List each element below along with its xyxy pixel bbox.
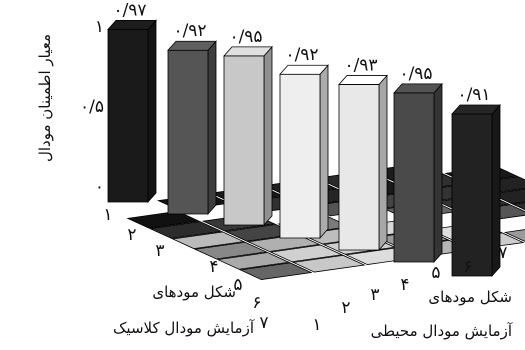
- floor-cell-2-1: [126, 210, 201, 229]
- bar-side-1: [147, 19, 157, 204]
- y-axis-label-line2: آزمایش مودال محیطی: [371, 322, 513, 340]
- x-tick-4: ۴: [209, 257, 218, 277]
- floor-cell-6-1: [216, 252, 291, 270]
- bar-5: [338, 84, 380, 251]
- value-label-2: ۰/۹۲: [173, 21, 206, 41]
- y-tick-3: ۳: [370, 285, 379, 305]
- y-tick-4: ۴: [400, 275, 409, 295]
- z-tick-0.5: ۰/۵: [80, 97, 104, 117]
- bar-side-3: [263, 45, 273, 227]
- floor-cell-6-2: [269, 244, 344, 263]
- floor-cell-7-2: [291, 254, 366, 273]
- bar-top-2: [167, 40, 217, 51]
- z-axis-label: معیار اطمینان مودال: [36, 34, 54, 162]
- bar-top-3: [223, 46, 273, 57]
- x-tick-5: ۵: [233, 275, 242, 295]
- value-label-7: ۰/۹۱: [457, 85, 490, 105]
- floor-cell-7-1: [238, 262, 313, 280]
- bar-top-1: [107, 19, 157, 30]
- x-tick-6: ۶: [252, 293, 261, 313]
- x-tick-1: ۱: [103, 205, 112, 225]
- value-label-1: ۰/۹۷: [113, 0, 146, 20]
- bar-4: [279, 73, 321, 239]
- bar-top-7: [451, 104, 501, 115]
- floor-cell-4-7: [489, 188, 525, 205]
- floor-cell-7-6: [503, 229, 525, 242]
- y-tick-2: ۲: [341, 298, 350, 318]
- floor-cell-3-1: [148, 221, 223, 239]
- bar-side-2: [207, 40, 217, 216]
- bar-7: [451, 113, 493, 277]
- value-label-3: ۰/۹۵: [229, 27, 262, 47]
- bar-2: [167, 49, 209, 215]
- value-label-5: ۰/۹۳: [344, 55, 377, 75]
- z-tick-0: ۰: [95, 177, 104, 197]
- floor-cell-4-1: [171, 231, 246, 250]
- x-tick-3: ۳: [155, 241, 164, 261]
- x-tick-2: ۲: [127, 225, 136, 245]
- bar-top-5: [338, 75, 388, 85]
- y-axis-label-line1: شکل مودهای: [428, 288, 512, 306]
- bars: [107, 19, 501, 278]
- x-axis-label-line1: شکل مودهای: [152, 283, 236, 301]
- y-tick-6: ۶: [463, 257, 472, 277]
- y-tick-7: ۷: [498, 243, 507, 263]
- y-tick-5: ۵: [431, 263, 440, 283]
- floor-cell-5-1: [193, 241, 268, 260]
- bar-6: [393, 92, 435, 263]
- bar-top-6: [393, 83, 443, 94]
- bar-top-4: [279, 64, 329, 75]
- bar-side-5: [378, 74, 388, 252]
- value-label-4: ۰/۹۲: [285, 45, 318, 65]
- z-tick-1: ۱: [95, 17, 104, 37]
- bar-1: [107, 28, 149, 203]
- x-tick-7: ۷: [259, 313, 268, 333]
- bar-side-6: [433, 82, 443, 264]
- y-tick-1: ۱: [312, 315, 321, 335]
- value-label-6: ۰/۹۵: [399, 64, 432, 84]
- x-axis-label-line2: آزمایش مودال کلاسیک: [113, 319, 255, 337]
- floor-cell-5-7: [511, 202, 525, 211]
- value-labels: ۰/۹۷ ۰/۹۲ ۰/۹۵ ۰/۹۲ ۰/۹۳ ۰/۹۵ ۰/۹۱: [113, 0, 490, 105]
- bar-3: [223, 55, 265, 226]
- bar-side-4: [319, 64, 329, 240]
